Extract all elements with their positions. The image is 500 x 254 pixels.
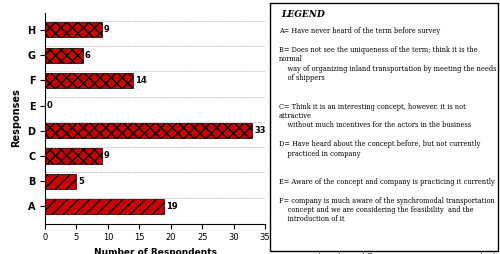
- Text: F= company is much aware of the synchromodal transportation
    concept and we a: F= company is much aware of the synchrom…: [279, 197, 495, 223]
- Bar: [45, 22, 102, 37]
- Text: 6: 6: [84, 51, 90, 60]
- Text: 33: 33: [254, 126, 266, 135]
- Bar: [45, 73, 133, 88]
- Text: C= Think it is an interesting concept, however, it is not attractive
    without: C= Think it is an interesting concept, h…: [279, 103, 471, 129]
- Y-axis label: Responses: Responses: [12, 89, 22, 148]
- Bar: [45, 47, 82, 63]
- Bar: [45, 123, 253, 138]
- Text: D= Have heard about the concept before, but not currently
    practiced in compa: D= Have heard about the concept before, …: [279, 140, 480, 157]
- Text: E= Aware of the concept and company is practicing it currently: E= Aware of the concept and company is p…: [279, 178, 495, 186]
- Text: 5: 5: [78, 177, 84, 186]
- X-axis label: Number of Respondents: Number of Respondents: [94, 248, 216, 254]
- Text: 9: 9: [104, 25, 109, 34]
- Text: LEGEND: LEGEND: [282, 10, 325, 19]
- Text: 9: 9: [104, 151, 109, 161]
- Bar: [45, 173, 76, 189]
- Text: 19: 19: [166, 202, 178, 211]
- Text: 14: 14: [135, 76, 146, 85]
- Text: A= Have never heard of the term before survey: A= Have never heard of the term before s…: [279, 27, 440, 35]
- Text: 0: 0: [47, 101, 52, 110]
- Bar: [45, 199, 164, 214]
- Text: B= Does not see the uniqueness of the term; think it is the normal
    way of or: B= Does not see the uniqueness of the te…: [279, 46, 496, 82]
- Bar: [45, 148, 102, 164]
- Text: G= Currently exploring different strategies in organizing inland
    freight tra: G= Currently exploring different strateg…: [279, 253, 496, 254]
